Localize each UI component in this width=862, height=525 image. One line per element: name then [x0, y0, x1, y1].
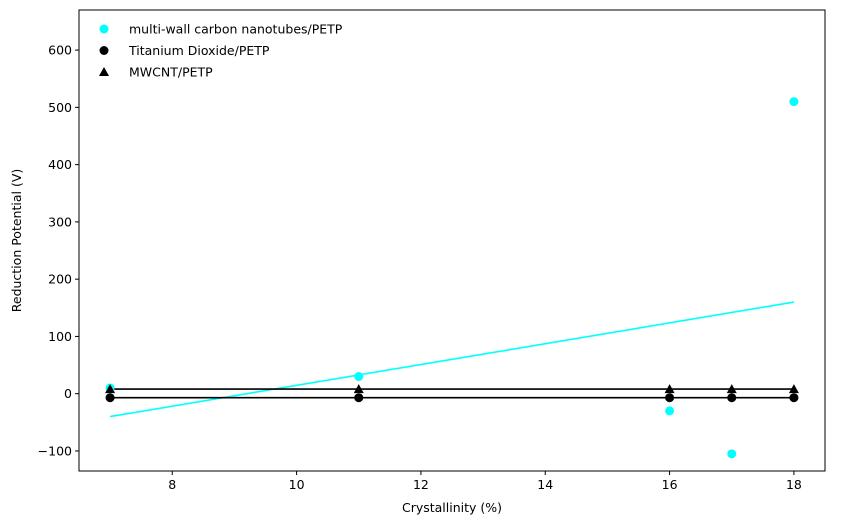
- y-tick-label-6: 500: [48, 100, 72, 115]
- data-point-s1-0: [105, 393, 115, 403]
- plot-background: [79, 10, 825, 471]
- y-tick-label-3: 200: [48, 272, 72, 287]
- data-point-s1-2: [665, 393, 675, 403]
- x-axis-label: Crystallinity (%): [402, 500, 502, 515]
- data-point-s2-2: [664, 384, 675, 394]
- y-axis-label: Reduction Potential (V): [9, 169, 24, 313]
- y-tick-label-4: 300: [48, 214, 72, 229]
- y-tick-label-7: 600: [48, 43, 72, 58]
- x-tick-label-4: 16: [662, 477, 678, 492]
- x-tick-label-1: 10: [289, 477, 305, 492]
- y-tick-label-5: 400: [48, 157, 72, 172]
- data-point-s2-0: [105, 384, 116, 394]
- y-tick-label-1: 0: [64, 386, 72, 401]
- data-point-s1-1: [354, 393, 364, 403]
- legend-marker-2: [99, 67, 109, 76]
- trendlines: [109, 301, 795, 418]
- data-point-s2-1: [353, 384, 364, 394]
- data-markers: [105, 97, 799, 459]
- data-point-s1-4: [789, 393, 799, 403]
- legend-label-1: Titanium Dioxide/PETP: [128, 43, 270, 58]
- y-tick-label-2: 100: [48, 329, 72, 344]
- data-point-s0-4: [789, 97, 799, 107]
- x-tick-label-5: 18: [786, 477, 802, 492]
- legend-marker-0: [99, 24, 109, 34]
- data-point-s1-3: [727, 393, 737, 403]
- plot-frame: [78, 9, 826, 472]
- legend: multi-wall carbon nanotubes/PETP Titanium…: [99, 22, 343, 80]
- data-point-s2-4: [788, 384, 799, 394]
- legend-label-0: multi-wall carbon nanotubes/PETP: [129, 22, 343, 37]
- data-point-s2-3: [726, 384, 737, 394]
- data-point-s0-3: [727, 449, 737, 459]
- y-tick-label-0: −100: [38, 443, 72, 458]
- x-tick-label-2: 12: [413, 477, 429, 492]
- axes: 8 10 12 14 16 18 −100 0 100 200 300 400 500 600: [38, 9, 826, 492]
- x-tick-label-3: 14: [537, 477, 553, 492]
- x-tick-label-0: 8: [168, 477, 176, 492]
- plot-area: [79, 10, 825, 471]
- legend-label-2: MWCNT/PETP: [129, 65, 213, 80]
- data-point-s0-1: [354, 372, 364, 382]
- data-point-s0-2: [665, 406, 675, 416]
- legend-marker-1: [99, 46, 109, 55]
